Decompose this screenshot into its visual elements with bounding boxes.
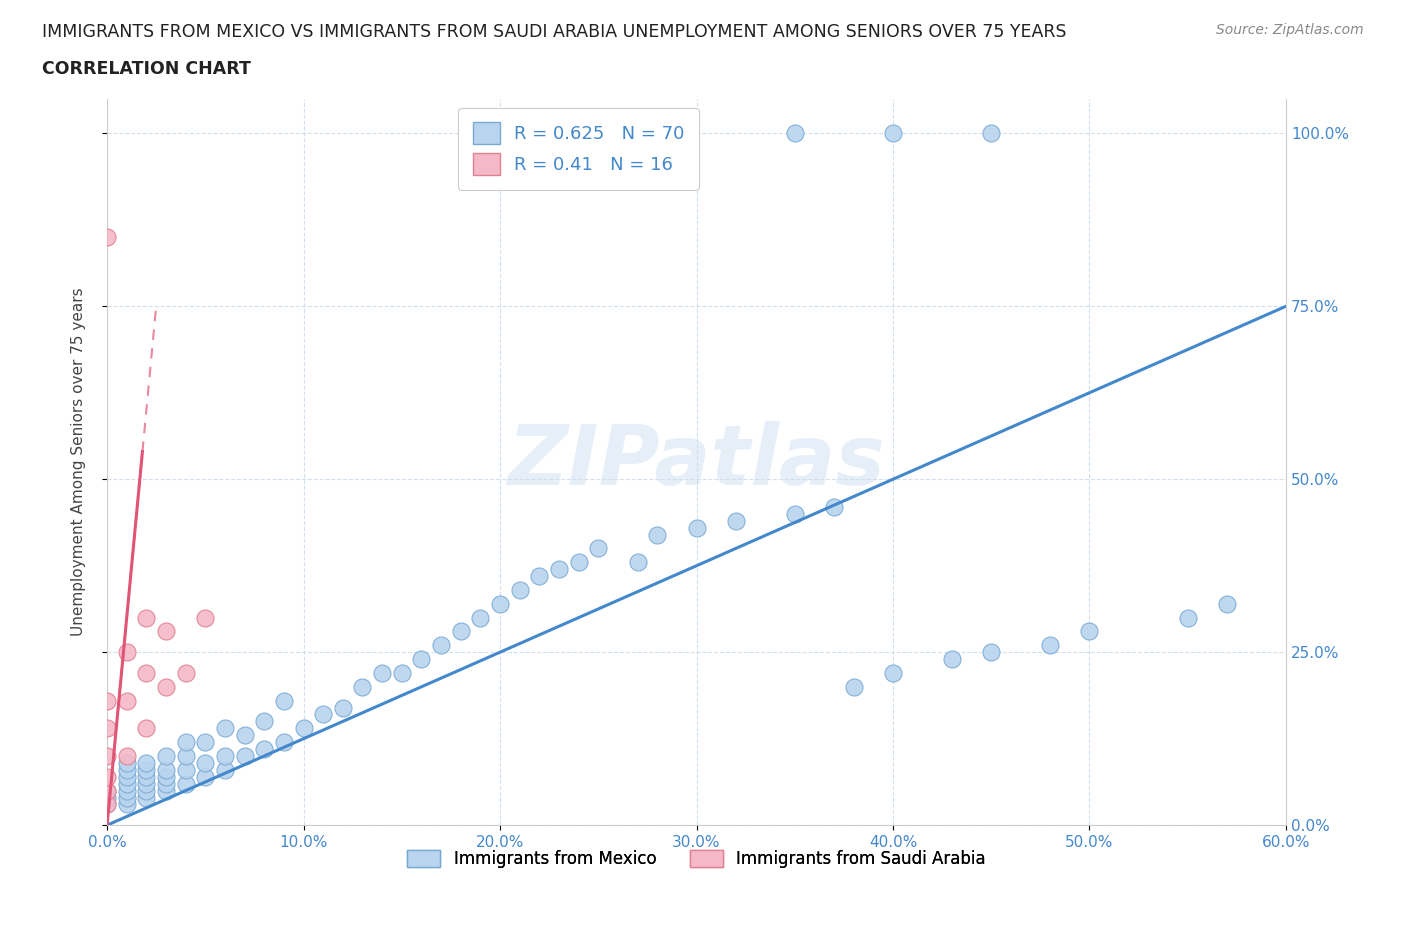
Point <box>489 596 512 611</box>
Point <box>135 783 157 798</box>
Point <box>115 777 138 791</box>
Point <box>332 700 354 715</box>
Point <box>842 679 865 694</box>
Point <box>96 797 118 812</box>
Point <box>1177 610 1199 625</box>
Point <box>882 126 904 140</box>
Point <box>96 769 118 784</box>
Point <box>626 555 648 570</box>
Point <box>194 610 217 625</box>
Point <box>96 783 118 798</box>
Point <box>214 749 236 764</box>
Point <box>233 749 256 764</box>
Point <box>450 624 472 639</box>
Point <box>155 679 177 694</box>
Point <box>115 783 138 798</box>
Point <box>194 769 217 784</box>
Point <box>96 721 118 736</box>
Point <box>135 769 157 784</box>
Point <box>174 777 197 791</box>
Point <box>292 721 315 736</box>
Point <box>371 666 394 681</box>
Point <box>174 735 197 750</box>
Point <box>273 735 295 750</box>
Point <box>529 568 551 583</box>
Point <box>253 741 276 756</box>
Point <box>155 769 177 784</box>
Point <box>115 763 138 777</box>
Point <box>273 693 295 708</box>
Point <box>391 666 413 681</box>
Point <box>430 638 453 653</box>
Point <box>135 666 157 681</box>
Point <box>96 693 118 708</box>
Point <box>645 527 668 542</box>
Point <box>724 513 747 528</box>
Point <box>312 707 335 722</box>
Point <box>155 624 177 639</box>
Point <box>96 783 118 798</box>
Point <box>470 610 492 625</box>
Point <box>115 769 138 784</box>
Y-axis label: Unemployment Among Seniors over 75 years: Unemployment Among Seniors over 75 years <box>72 287 86 636</box>
Point <box>1216 596 1239 611</box>
Point <box>1039 638 1062 653</box>
Point <box>135 610 157 625</box>
Point <box>980 644 1002 659</box>
Text: IMMIGRANTS FROM MEXICO VS IMMIGRANTS FROM SAUDI ARABIA UNEMPLOYMENT AMONG SENIOR: IMMIGRANTS FROM MEXICO VS IMMIGRANTS FRO… <box>42 23 1067 41</box>
Legend: Immigrants from Mexico, Immigrants from Saudi Arabia: Immigrants from Mexico, Immigrants from … <box>401 844 993 875</box>
Point <box>115 790 138 805</box>
Point <box>135 763 157 777</box>
Point <box>194 755 217 770</box>
Point <box>155 763 177 777</box>
Point <box>155 777 177 791</box>
Point <box>233 728 256 743</box>
Point <box>352 679 374 694</box>
Point <box>115 797 138 812</box>
Point <box>509 582 531 597</box>
Point <box>980 126 1002 140</box>
Text: Source: ZipAtlas.com: Source: ZipAtlas.com <box>1216 23 1364 37</box>
Point <box>783 507 806 522</box>
Point <box>174 763 197 777</box>
Point <box>96 797 118 812</box>
Point <box>115 644 138 659</box>
Point <box>155 783 177 798</box>
Point <box>1078 624 1101 639</box>
Point <box>96 790 118 805</box>
Point <box>115 755 138 770</box>
Point <box>783 126 806 140</box>
Point <box>548 562 571 577</box>
Point <box>135 790 157 805</box>
Point <box>174 666 197 681</box>
Point <box>588 541 610 556</box>
Point <box>253 714 276 729</box>
Point <box>194 735 217 750</box>
Point <box>882 666 904 681</box>
Point <box>214 763 236 777</box>
Text: CORRELATION CHART: CORRELATION CHART <box>42 60 252 78</box>
Point <box>115 693 138 708</box>
Point <box>155 749 177 764</box>
Point <box>135 755 157 770</box>
Point <box>96 230 118 245</box>
Point <box>214 721 236 736</box>
Point <box>941 652 963 667</box>
Point <box>115 749 138 764</box>
Point <box>174 749 197 764</box>
Point <box>685 520 707 535</box>
Point <box>135 721 157 736</box>
Point <box>96 749 118 764</box>
Point <box>135 777 157 791</box>
Point <box>568 555 591 570</box>
Point <box>411 652 433 667</box>
Text: ZIPatlas: ZIPatlas <box>508 421 886 502</box>
Point <box>823 499 845 514</box>
